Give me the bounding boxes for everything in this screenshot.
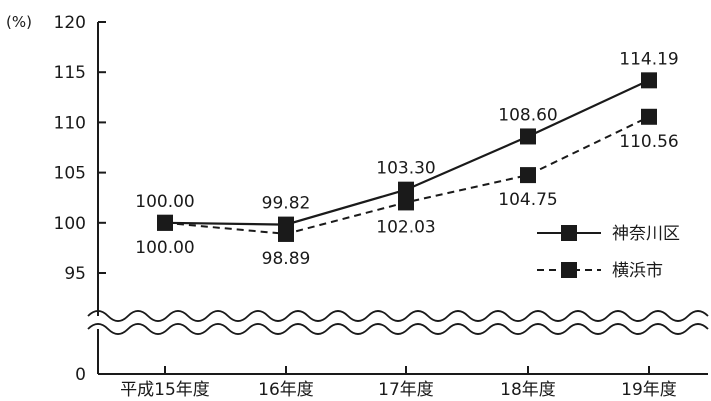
x-tick-label: 平成15年度 [120, 380, 210, 400]
y-tick-label: 95 [64, 264, 86, 284]
y-tick-label: 105 [54, 164, 86, 184]
series-lines [164, 79, 650, 235]
legend-marker-1 [561, 262, 577, 278]
x-tick-label: 17年度 [378, 380, 434, 400]
legend-label-1: 横浜市 [612, 261, 663, 281]
axis-break-wave-upper [87, 310, 709, 322]
data-label-series-1: 100.00 [135, 238, 194, 258]
axes [87, 22, 709, 375]
data-label-series-1: 102.03 [376, 217, 435, 237]
axis-break [87, 310, 709, 335]
y-tick-label: 115 [54, 63, 86, 83]
data-label-series-1: 110.56 [619, 132, 678, 152]
marker-series-1 [641, 108, 657, 125]
data-label-series-0: 99.82 [262, 194, 311, 214]
data-markers [157, 72, 657, 242]
marker-series-0 [398, 181, 414, 198]
y-axis-unit: (%) [6, 13, 32, 31]
axis-break-gap [88, 316, 708, 329]
data-label-series-1: 98.89 [262, 249, 311, 269]
data-label-series-1: 104.75 [498, 190, 557, 210]
marker-series-1 [520, 167, 536, 184]
y-tick-label: 0 [75, 365, 86, 385]
y-tick-label: 110 [54, 113, 86, 133]
marker-series-0 [520, 128, 536, 145]
marker-series-0 [278, 216, 294, 233]
marker-series-0 [157, 214, 173, 231]
axis-break-wave-lower [87, 323, 709, 335]
y-tick-label: 100 [54, 214, 86, 234]
y-axis-ticks: 0 95 100 105 110 115 120 [54, 13, 106, 385]
data-label-series-0: 103.30 [376, 159, 435, 179]
marker-series-0 [641, 72, 657, 89]
x-tick-label: 18年度 [500, 380, 556, 400]
x-axis-ticks: 平成15年度 16年度 17年度 18年度 19年度 [120, 366, 677, 400]
legend-label-0: 神奈川区 [612, 224, 680, 244]
legend-marker-0 [561, 225, 577, 241]
x-tick-label: 16年度 [258, 380, 314, 400]
data-label-series-0: 108.60 [498, 105, 557, 125]
marker-series-1 [398, 194, 414, 211]
x-tick-label: 19年度 [621, 380, 677, 400]
data-label-series-0: 114.19 [619, 49, 678, 69]
data-label-series-0: 100.00 [135, 192, 194, 212]
y-tick-label: 120 [54, 13, 86, 33]
data-labels: 100.00 99.82 103.30 108.60 114.19 100.00 98.89… [135, 49, 678, 269]
